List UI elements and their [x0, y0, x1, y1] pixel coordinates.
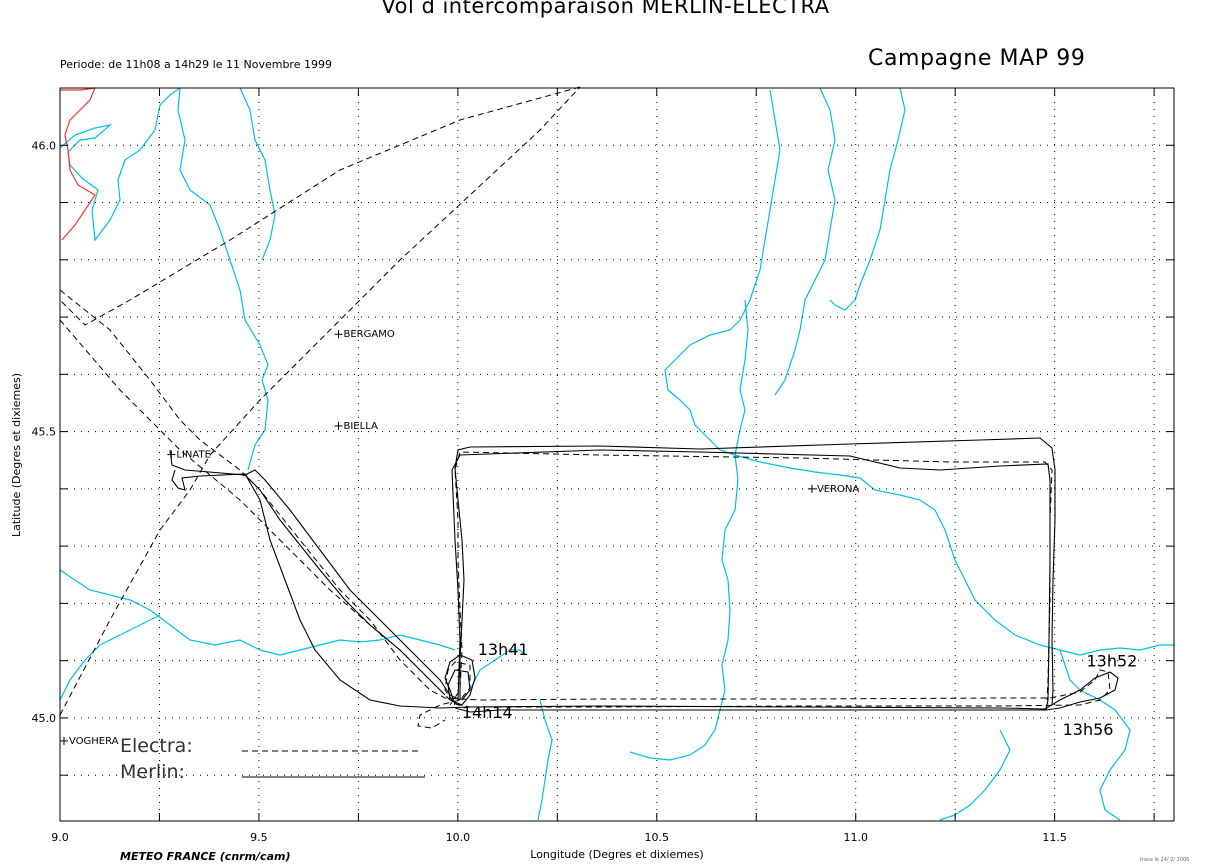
x-axis-label: Longitude (Degres et dixiemes): [530, 848, 703, 861]
city-marker: [167, 450, 176, 459]
city-marker: [59, 736, 68, 745]
tick-marks: [59, 88, 1174, 821]
credit-text: METEO FRANCE (cnrm/cam): [120, 850, 291, 863]
rivers: [59, 87, 1175, 821]
plot-frame: [59, 87, 1175, 822]
city-label: VERONA: [817, 484, 859, 495]
legend-merlin-label: Merlin:: [120, 761, 185, 783]
city-label: LINATE: [176, 450, 211, 461]
x-tick-label: 10.0: [446, 831, 471, 844]
period-text: Periode: de 11h08 a 14h29 le 11 Novembre…: [60, 58, 332, 71]
x-tick-label: 11.5: [1042, 831, 1067, 844]
y-axis-label: Latitude (Degres et dixiemes): [10, 373, 23, 537]
city-marker: [334, 421, 343, 430]
campaign-title: Campagne MAP 99: [868, 46, 1086, 71]
y-tick-label: 45.0: [32, 712, 57, 725]
x-tick-label: 9.0: [51, 831, 69, 844]
time-label: 13h41: [478, 640, 529, 659]
y-tick-label: 46.0: [32, 139, 57, 152]
electra-track[interactable]: [59, 86, 1111, 729]
city-marker: [334, 330, 343, 339]
x-tick-label: 9.5: [250, 831, 268, 844]
grid: [59, 88, 1174, 821]
time-labels: 13h41 13h52 13h56 14h14: [462, 640, 1137, 739]
city-markers: BERGAMO BIELLA LINATE VERONA VOGHERA: [59, 329, 859, 747]
plot-date-stamp: trace le 24/ 2/ 2000: [1140, 857, 1190, 863]
y-tick-label: 45.5: [32, 426, 57, 439]
merlin-track[interactable]: [169, 437, 1119, 713]
city-label: BERGAMO: [344, 329, 395, 340]
time-label: 13h52: [1086, 651, 1137, 670]
time-label: 14h14: [462, 703, 513, 722]
y-tick-labels: 45.0 45.5 46.0: [32, 139, 57, 725]
x-tick-labels: 9.0 9.5 10.0 10.5 11.0 11.5: [51, 831, 1067, 844]
x-tick-label: 11.0: [843, 831, 868, 844]
time-label: 13h56: [1063, 720, 1114, 739]
city-label: VOGHERA: [69, 736, 119, 747]
chart-title: Vol d intercomparaison MERLIN-ELECTRA: [381, 0, 830, 18]
x-tick-label: 10.5: [645, 831, 670, 844]
city-marker: [807, 484, 816, 493]
city-label: BIELLA: [344, 421, 379, 432]
country-border: [60, 87, 96, 241]
legend-electra-label: Electra:: [120, 735, 193, 757]
